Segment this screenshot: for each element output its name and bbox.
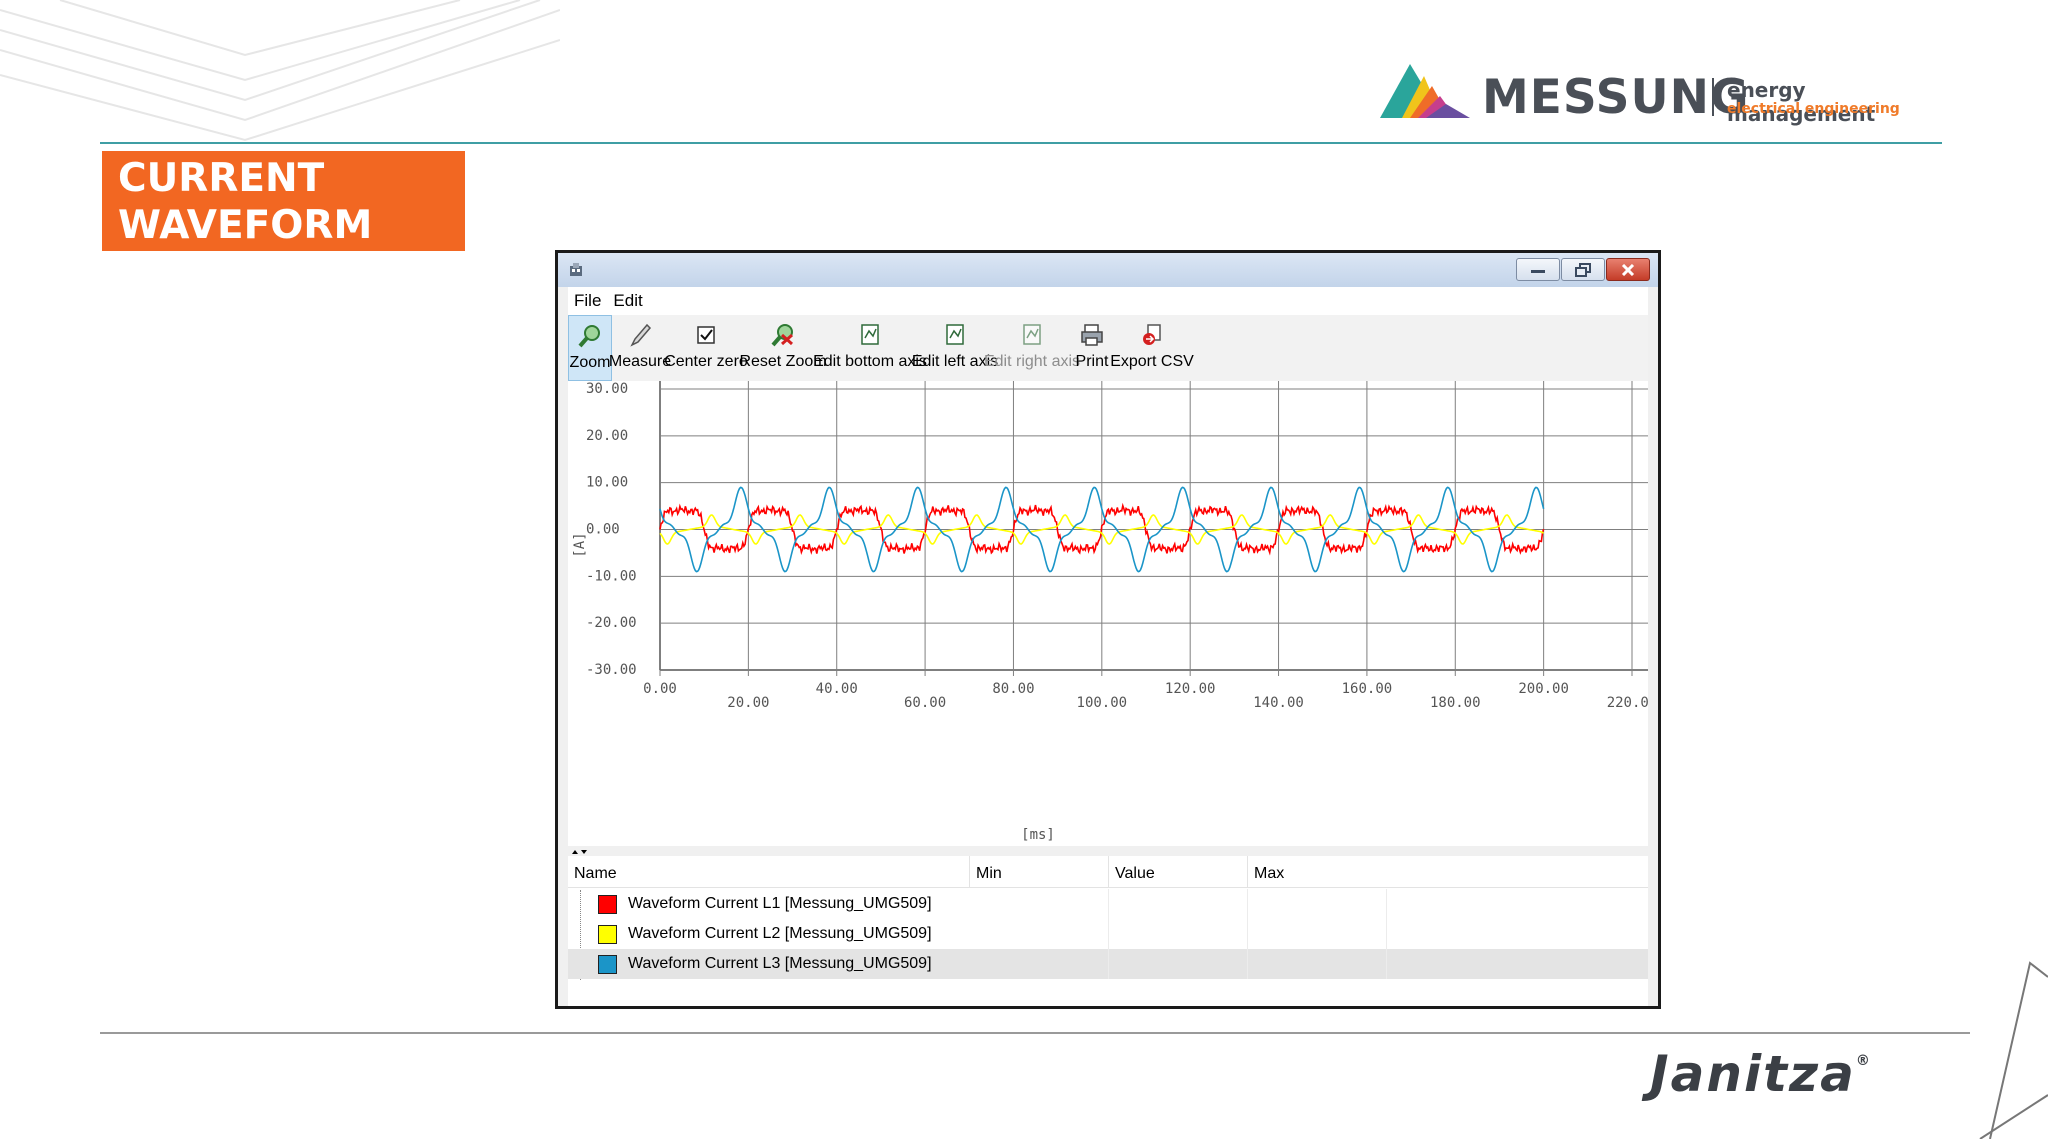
toolbar: Zoom Measure Center zero Reset Zoom Edit…: [568, 315, 1648, 381]
checkbox-icon: [697, 326, 715, 344]
slide-title-line1: CURRENT: [118, 156, 325, 201]
reset-zoom-label: Reset Zoom: [739, 353, 827, 370]
y-tick-label: -10.00: [586, 568, 637, 584]
right-axis-icon: [1023, 324, 1041, 345]
app-icon: [570, 263, 582, 276]
table-row[interactable]: Waveform Current L2 [Messung_UMG509]: [568, 919, 1648, 949]
slide-title-line2: WAVEFORM: [118, 203, 373, 248]
panel-splitter[interactable]: [568, 846, 1648, 856]
x-tick-label: 140.00: [1253, 695, 1304, 711]
y-tick-label: 0.00: [586, 522, 620, 538]
column-header-max[interactable]: Max: [1248, 856, 1648, 888]
x-tick-label: 100.00: [1077, 695, 1128, 711]
legend-table: Name Min Value Max Waveform Current L1 […: [568, 856, 1648, 1006]
x-tick-label: 80.00: [992, 681, 1034, 697]
y-axis-label: [A]: [572, 532, 588, 557]
y-tick-label: -20.00: [586, 615, 637, 631]
x-tick-label: 160.00: [1342, 681, 1393, 697]
edit-left-axis-button[interactable]: Edit left axis: [912, 315, 998, 381]
logo-subtagline: electrical engineering: [1727, 101, 1900, 117]
series-line-2: [659, 514, 1545, 545]
janitza-wordmark: Janitza: [1650, 1045, 1856, 1103]
y-tick-label: 10.00: [586, 475, 628, 491]
slide-title: CURRENT WAVEFORM: [102, 151, 465, 251]
logo-wordmark: MESSUNG: [1482, 70, 1750, 125]
column-header-name[interactable]: Name: [568, 856, 970, 888]
menu-edit[interactable]: Edit: [613, 291, 643, 310]
series-color-swatch: [598, 895, 617, 914]
x-tick-label: 40.00: [816, 681, 858, 697]
left-axis-icon: [946, 324, 964, 345]
x-tick-label: 60.00: [904, 695, 946, 711]
logo-separator: [1712, 78, 1714, 116]
export-csv-icon: [1143, 324, 1161, 345]
y-tick-label: 20.00: [586, 428, 628, 444]
minimize-button[interactable]: [1516, 258, 1560, 281]
x-tick-label: 180.00: [1430, 695, 1481, 711]
x-axis-label: [ms]: [1021, 827, 1055, 843]
series-name: Waveform Current L3 [Messung_UMG509]: [628, 955, 932, 972]
center-zero-button[interactable]: Center zero: [664, 315, 748, 381]
janitza-logo: Janitza®: [1650, 1045, 1872, 1103]
print-button[interactable]: Print: [1072, 315, 1112, 381]
messung-logo: MESSUNG energy management electrical eng…: [1380, 52, 1950, 132]
splitter-arrows-icon: [572, 850, 587, 854]
column-header-min[interactable]: Min: [970, 856, 1109, 888]
zoom-label: Zoom: [569, 354, 611, 371]
measure-icon: [630, 323, 652, 347]
reset-zoom-button[interactable]: Reset Zoom: [739, 315, 827, 381]
table-row[interactable]: Waveform Current L1 [Messung_UMG509]: [568, 889, 1648, 919]
edit-bottom-axis-button[interactable]: Edit bottom axis: [813, 315, 927, 381]
series-color-swatch: [598, 925, 617, 944]
waveform-window: File Edit Zoom Measure Center zero Reset …: [555, 250, 1661, 1009]
close-button[interactable]: [1606, 258, 1650, 281]
y-tick-label: -30.00: [586, 662, 637, 678]
series-color-swatch: [598, 955, 617, 974]
x-tick-label: 220.00: [1607, 695, 1648, 711]
bottom-axis-icon: [861, 324, 879, 345]
x-tick-label: 120.00: [1165, 681, 1216, 697]
export-csv-button[interactable]: Export CSV: [1110, 315, 1194, 381]
edit-bottom-axis-label: Edit bottom axis: [813, 353, 927, 370]
zoom-button[interactable]: Zoom: [568, 315, 612, 381]
table-row[interactable]: Waveform Current L3 [Messung_UMG509]: [568, 949, 1648, 979]
x-tick-label: 20.00: [727, 695, 769, 711]
menu-file[interactable]: File: [574, 291, 602, 310]
restore-button[interactable]: [1561, 258, 1605, 281]
edit-right-axis-label: Edit right axis: [983, 353, 1081, 370]
print-icon: [1081, 324, 1103, 346]
edit-right-axis-button[interactable]: Edit right axis: [984, 315, 1080, 381]
print-label: Print: [1075, 353, 1109, 370]
measure-button[interactable]: Measure: [608, 315, 672, 381]
waveform-chart[interactable]: 30.00 20.00 10.00 0.00 -10.00 -20.00 -30.00 0.…: [568, 381, 1657, 846]
export-csv-label: Export CSV: [1110, 353, 1194, 370]
x-tick-label: 0.00: [643, 681, 677, 697]
center-zero-label: Center zero: [664, 353, 748, 370]
edit-left-axis-label: Edit left axis: [911, 353, 999, 370]
zoom-icon: [578, 325, 600, 348]
menu-bar: File Edit: [568, 287, 1648, 315]
series-name: Waveform Current L2 [Messung_UMG509]: [628, 925, 932, 942]
header-divider: [100, 142, 1942, 144]
measure-label: Measure: [608, 353, 672, 370]
x-tick-label: 200.00: [1518, 681, 1569, 697]
y-tick-label: 30.00: [586, 381, 628, 397]
decorative-lines: [0, 0, 560, 142]
restore-icon: [1575, 262, 1591, 277]
registered-mark: ®: [1855, 1053, 1872, 1069]
plot-area[interactable]: 30.00 20.00 10.00 0.00 -10.00 -20.00 -30.00 0.…: [568, 381, 1657, 846]
series-name: Waveform Current L1 [Messung_UMG509]: [628, 895, 932, 912]
series-line-3: [659, 486, 1545, 573]
corner-decoration: [1979, 961, 2048, 1139]
logo-tagline: energy management: [1727, 78, 1876, 126]
reset-zoom-icon: [771, 324, 794, 347]
close-icon: [1621, 263, 1635, 276]
minimize-icon: [1531, 269, 1545, 273]
series-line-1: [659, 502, 1545, 556]
column-header-value[interactable]: Value: [1109, 856, 1248, 888]
window-titlebar[interactable]: [558, 253, 1658, 287]
footer-divider: [100, 1032, 1970, 1034]
